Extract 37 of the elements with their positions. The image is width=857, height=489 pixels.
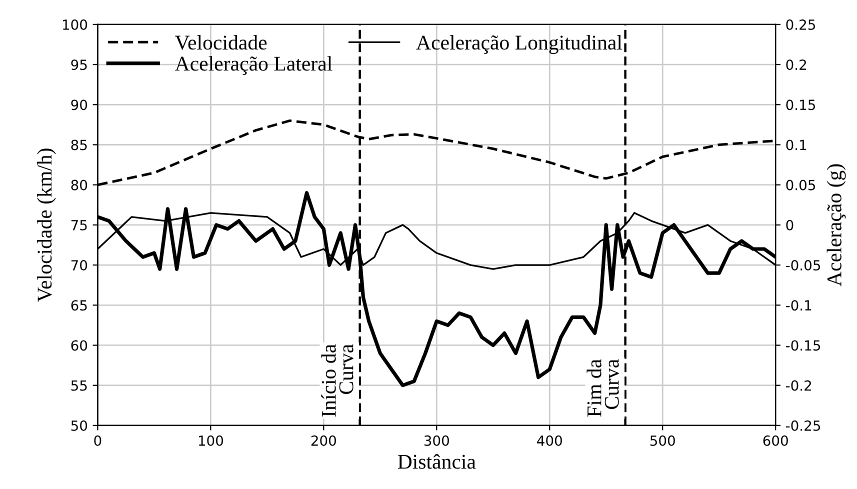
y-tick-label: 75 xyxy=(71,220,87,230)
y-tick-label: 50 xyxy=(71,420,88,431)
y-tick-label: 100 xyxy=(62,19,88,30)
y2-tick-label: -0.1 xyxy=(786,300,812,311)
y-tick-label: 95 xyxy=(71,60,87,70)
y2-tick-label: -0.25 xyxy=(786,420,820,431)
y-tick-label: 60 xyxy=(71,340,88,351)
x-axis-title: Distância xyxy=(398,454,476,469)
y-tick-label: 70 xyxy=(71,260,88,271)
legend-label: Aceleração Longitudinal xyxy=(416,34,622,54)
x-tick-label: 500 xyxy=(650,435,675,446)
y2-tick-label: 0.2 xyxy=(786,60,806,70)
x-tick-label: 0 xyxy=(94,435,102,446)
y-tick-label: 90 xyxy=(71,100,88,110)
y2-axis-title: Aceleração (g) xyxy=(826,164,846,286)
ref-line-label: Fim da Curva xyxy=(586,359,619,417)
x-tick-label: 100 xyxy=(198,435,224,446)
y2-tick-label: -0.15 xyxy=(786,340,820,351)
x-tick-label: 200 xyxy=(311,435,336,446)
y-axis-title: Velocidade (km/h) xyxy=(37,148,56,302)
y2-tick-label: 0.25 xyxy=(786,19,816,30)
y2-tick-label: -0.2 xyxy=(786,380,812,391)
y-tick-label: 55 xyxy=(71,380,87,391)
ref-line-label: Início da Curva xyxy=(321,344,354,417)
x-tick-label: 400 xyxy=(537,435,562,446)
y2-tick-label: 0.05 xyxy=(786,180,816,190)
y-tick-label: 65 xyxy=(71,300,87,311)
y-tick-label: 80 xyxy=(71,180,88,190)
y2-tick-label: 0.15 xyxy=(786,100,816,110)
legend-label: Velocidade xyxy=(175,34,267,50)
x-tick-label: 600 xyxy=(763,435,788,446)
legend-label: Aceleração Lateral xyxy=(174,56,332,75)
y2-tick-label: -0.05 xyxy=(786,260,820,271)
y2-tick-label: 0.1 xyxy=(786,140,806,150)
y2-tick-label: 0 xyxy=(786,220,794,230)
x-tick-label: 300 xyxy=(424,435,449,446)
y-tick-label: 85 xyxy=(71,140,87,150)
